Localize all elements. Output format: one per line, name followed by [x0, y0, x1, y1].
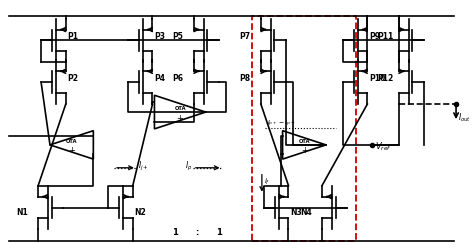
Text: N3: N3: [291, 208, 302, 217]
Text: :: :: [195, 228, 199, 237]
Text: P11: P11: [377, 32, 393, 41]
Text: OTA: OTA: [299, 139, 310, 144]
Text: P12: P12: [377, 74, 393, 83]
Bar: [252, 16, 356, 241]
Text: N2: N2: [135, 208, 146, 217]
Text: P2: P2: [68, 74, 79, 83]
Text: P7: P7: [239, 32, 250, 41]
Text: OTA: OTA: [66, 139, 77, 144]
Text: 1: 1: [172, 228, 178, 237]
Text: P5: P5: [172, 32, 183, 41]
Text: 1: 1: [216, 228, 221, 237]
Text: $I_{j+}$: $I_{j+}$: [137, 160, 148, 173]
Text: +: +: [68, 146, 75, 155]
Text: P6: P6: [172, 74, 183, 83]
Text: OTA: OTA: [174, 106, 186, 111]
Text: $V_{ref}$: $V_{ref}$: [375, 141, 392, 153]
Text: P8: P8: [239, 74, 250, 83]
Text: P3: P3: [155, 32, 165, 41]
Text: P10: P10: [369, 74, 385, 83]
Text: P1: P1: [68, 32, 79, 41]
Text: P4: P4: [155, 74, 165, 83]
Text: $I_p$: $I_p$: [185, 160, 192, 173]
Text: $I_{out}$: $I_{out}$: [458, 112, 471, 124]
Text: +: +: [177, 114, 183, 123]
Text: +: +: [301, 146, 308, 155]
Text: P9: P9: [369, 32, 380, 41]
Text: $I_{p+} - I_{p-}$: $I_{p+} - I_{p-}$: [267, 119, 295, 129]
Text: N1: N1: [17, 208, 28, 217]
Text: N4: N4: [301, 208, 312, 217]
Text: $i_f$: $i_f$: [264, 177, 270, 187]
